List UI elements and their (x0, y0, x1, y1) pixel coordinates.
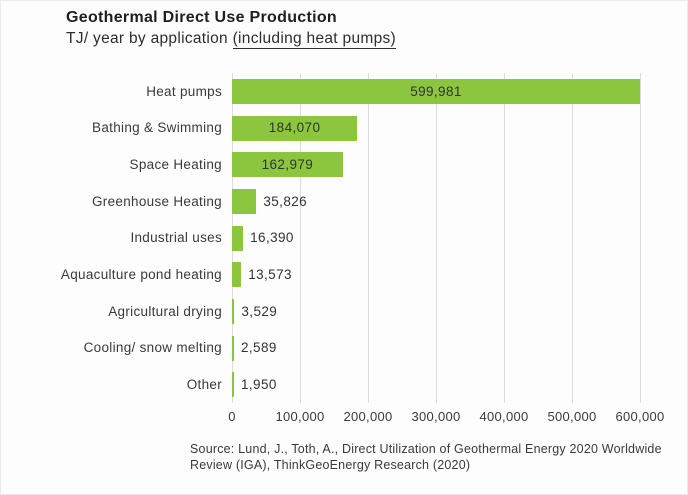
chart-subtitle-underlined: (including heat pumps) (232, 30, 397, 49)
value-label-other: 1,950 (241, 377, 277, 393)
bar-agricultural-drying (232, 298, 235, 324)
bar-industrial-uses (232, 225, 244, 251)
bar-space-heating (232, 152, 343, 178)
category-label-greenhouse-heating: Greenhouse Heating (92, 193, 222, 209)
gridline-x-500,000 (572, 73, 573, 403)
bar-other (232, 372, 234, 398)
gridline-x-300,000 (436, 73, 437, 403)
bar-greenhouse-heating (232, 188, 257, 214)
category-label-cooling-snow-melting: Cooling/ snow melting (83, 340, 222, 356)
bar-bathing-swimming (232, 115, 358, 141)
bar-aquaculture-pond-heating (232, 262, 242, 288)
value-label-space-heating: 162,979 (261, 157, 314, 173)
gridline-x-600,000 (640, 73, 641, 403)
chart-subtitle: TJ/ year by application (including heat … (66, 30, 397, 49)
category-label-agricultural-drying: Agricultural drying (108, 303, 222, 319)
bar-heat-pumps (232, 78, 640, 104)
category-label-aquaculture-pond-heating: Aquaculture pond heating (60, 267, 222, 283)
category-label-industrial-uses: Industrial uses (130, 230, 222, 246)
value-label-agricultural-drying: 3,529 (241, 303, 278, 319)
source-note-line2: Review (IGA), ThinkGeoEnergy Research (2… (190, 458, 471, 472)
value-label-heat-pumps: 599,981 (410, 83, 462, 99)
category-label-space-heating: Space Heating (129, 157, 222, 173)
bar-cooling-snow-melting (232, 335, 234, 361)
x-tick-300,000: 300,000 (411, 409, 461, 424)
x-tick-400,000: 400,000 (479, 409, 529, 424)
x-tick-0: 0 (228, 409, 236, 424)
category-label-other: Other (186, 377, 222, 393)
value-label-cooling-snow-melting: 2,589 (241, 340, 277, 356)
x-tick-500,000: 500,000 (547, 409, 597, 424)
value-label-aquaculture-pond-heating: 13,573 (248, 267, 292, 283)
plot-area: 599,981 184,070 162,979 35,826 16,390 13,573 3… (232, 73, 648, 403)
gridline-x-200,000 (368, 73, 369, 403)
chart-subtitle-prefix: TJ/ year by application (66, 30, 233, 47)
value-label-industrial-uses: 16,390 (250, 230, 294, 246)
gridline-x-100,000 (300, 73, 301, 403)
category-label-bathing-swimming: Bathing & Swimming (92, 120, 222, 136)
value-label-bathing-swimming: 184,070 (268, 120, 321, 136)
value-label-greenhouse-heating: 35,826 (263, 193, 308, 209)
x-tick-100,000: 100,000 (275, 409, 325, 424)
gridline-x-400,000 (504, 73, 505, 403)
x-tick-600,000: 600,000 (615, 409, 665, 424)
category-label-heat-pumps: Heat pumps (146, 83, 222, 99)
x-tick-200,000: 200,000 (343, 409, 393, 424)
chart-title: Geothermal Direct Use Production (66, 9, 337, 26)
source-note: Source: Lund, J., Toth, A., Direct Utili… (190, 441, 662, 473)
source-note-line1: Source: Lund, J., Toth, A., Direct Utili… (190, 442, 662, 456)
